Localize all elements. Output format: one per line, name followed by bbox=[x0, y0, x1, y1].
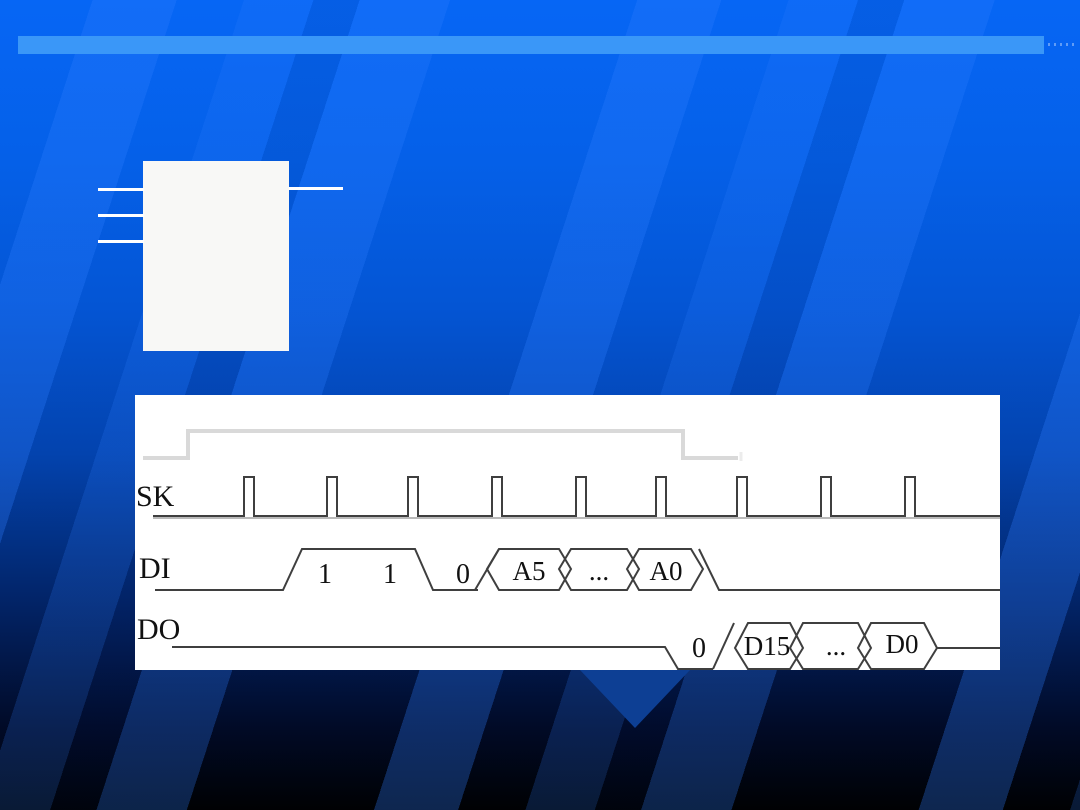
di-opcode-bit: 0 bbox=[456, 559, 470, 590]
cs-trace bbox=[143, 429, 743, 461]
di-address-lsb: A0 bbox=[649, 556, 683, 586]
do-trace bbox=[172, 622, 1000, 670]
chip-pin-line-left-2 bbox=[98, 214, 144, 217]
do-dummy-bit: 0 bbox=[692, 633, 706, 664]
accent-bar-dots bbox=[1048, 43, 1078, 46]
di-start-bit-1: 1 bbox=[318, 559, 332, 590]
down-arrow-decoration bbox=[580, 670, 690, 728]
accent-bar bbox=[18, 36, 1044, 54]
do-data-lsb: D0 bbox=[885, 629, 919, 659]
sk-row-label: SK bbox=[136, 480, 175, 513]
timing-waveforms bbox=[143, 429, 1000, 670]
di-start-bit-2: 1 bbox=[383, 559, 397, 590]
chip-outline-box bbox=[143, 161, 289, 351]
di-address-msb: A5 bbox=[512, 556, 546, 586]
chip-pin-line-left-3 bbox=[98, 240, 144, 243]
timing-diagram-panel: SK DI DO 1 1 0 A5 ... A0 0 D15 ... D0 bbox=[135, 395, 1000, 670]
di-trace bbox=[155, 548, 1000, 591]
di-address-ellipsis: ... bbox=[588, 556, 610, 586]
do-data-msb: D15 bbox=[743, 631, 791, 661]
chip-pin-line-left-1 bbox=[98, 188, 144, 191]
chip-pin-line-right-1 bbox=[289, 187, 343, 190]
sk-trace bbox=[153, 476, 1000, 519]
do-row-label: DO bbox=[137, 613, 181, 646]
di-row-label: DI bbox=[139, 552, 171, 585]
do-data-ellipsis: ... bbox=[825, 631, 847, 661]
